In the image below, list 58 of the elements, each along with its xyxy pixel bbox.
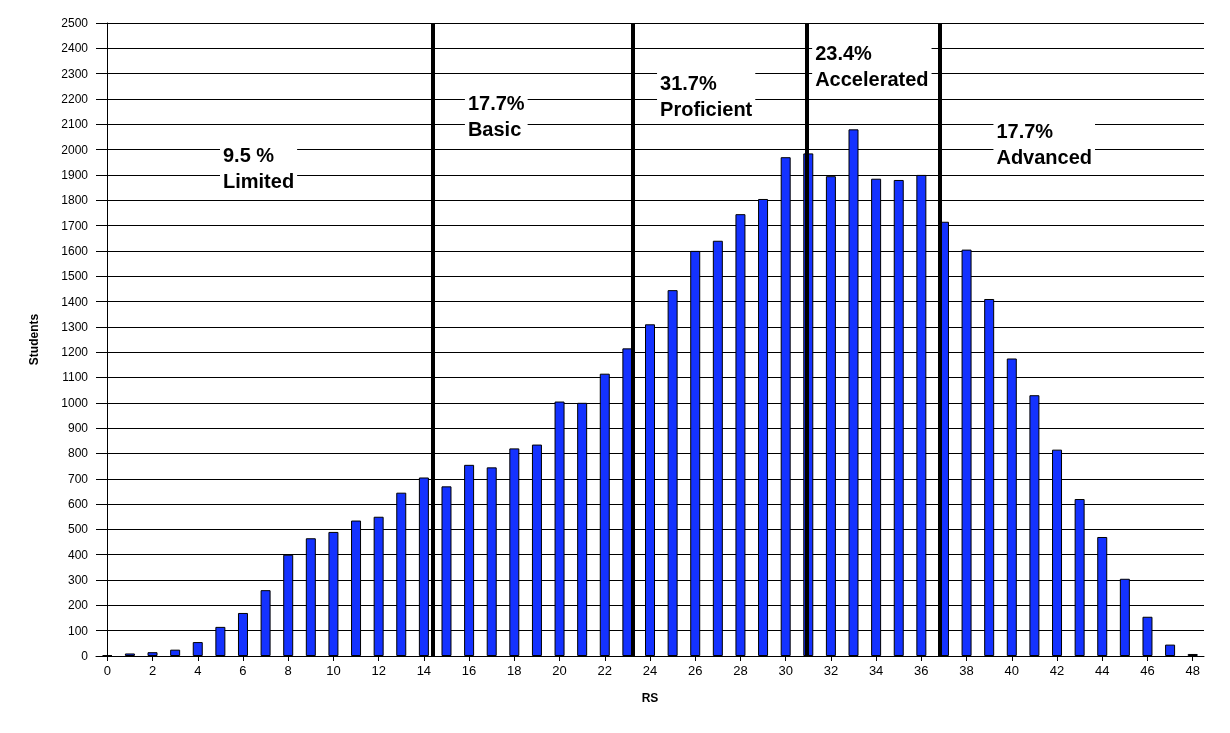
y-tick-label: 100 xyxy=(67,623,89,638)
x-tick-label: 16 xyxy=(461,663,477,678)
annotation: 31.7% Proficient xyxy=(660,72,753,120)
x-tick-label: 18 xyxy=(507,663,522,678)
x-tick-label: 42 xyxy=(1049,663,1065,678)
annotation: 9.5 % Limited xyxy=(223,144,295,192)
y-tick-label: 1400 xyxy=(61,294,89,309)
y-tick-label: 2000 xyxy=(61,142,89,157)
y-tick-label: 400 xyxy=(67,547,89,562)
x-tick-label: 40 xyxy=(1004,663,1020,678)
x-tick-label: 26 xyxy=(687,663,703,678)
x-tick-label: 46 xyxy=(1140,663,1155,678)
y-tick-label: 1200 xyxy=(61,345,89,360)
x-tick-label: 24 xyxy=(642,663,658,678)
annotation: 17.7% Advanced xyxy=(996,120,1093,168)
x-tick-label: 28 xyxy=(733,663,748,678)
y-tick-label: 500 xyxy=(67,522,89,537)
y-tick-label: 2300 xyxy=(61,66,89,81)
y-tick-label: 1100 xyxy=(62,370,89,385)
y-tick-label: 1600 xyxy=(61,243,89,258)
x-tick-label: 36 xyxy=(914,663,929,678)
x-axis-title: RS xyxy=(641,691,659,705)
x-tick-label: 12 xyxy=(371,663,386,678)
x-tick-label: 4 xyxy=(194,663,202,678)
x-tick-label: 8 xyxy=(284,663,292,678)
x-tick-label: 2 xyxy=(148,663,157,678)
y-tick-label: 2400 xyxy=(61,41,89,56)
y-tick-label: 1800 xyxy=(61,193,89,208)
x-tick-label: 0 xyxy=(103,663,111,678)
y-tick-label: 300 xyxy=(67,573,89,588)
y-axis-title: Students xyxy=(27,313,41,366)
annotation: 23.4% Accelerated xyxy=(815,42,929,90)
x-tick-label: 10 xyxy=(326,663,341,678)
y-tick-label: 2100 xyxy=(61,117,89,132)
y-tick-label: 700 xyxy=(67,471,89,486)
y-tick-label: 1500 xyxy=(61,269,89,284)
y-tick-label: 2500 xyxy=(61,16,89,30)
y-tick-label: 1900 xyxy=(61,167,89,182)
annotation: 17.7% Basic xyxy=(467,92,525,140)
x-tick-label: 38 xyxy=(959,663,974,678)
y-tick-label: 200 xyxy=(67,598,89,613)
y-tick-label: 800 xyxy=(67,446,89,461)
y-tick-label: 0 xyxy=(81,649,89,663)
x-tick-label: 20 xyxy=(552,663,567,678)
y-tick-label: 600 xyxy=(67,497,89,512)
y-tick-label: 1700 xyxy=(61,218,89,233)
y-tick-label: 900 xyxy=(67,421,89,436)
x-tick-label: 44 xyxy=(1095,663,1110,678)
y-tick-label: 1000 xyxy=(61,395,89,410)
x-tick-label: 22 xyxy=(597,663,613,678)
x-tick-label: 48 xyxy=(1185,663,1200,678)
x-tick-label: 30 xyxy=(778,663,793,678)
x-tick-label: 6 xyxy=(239,663,247,678)
x-tick-label: 14 xyxy=(416,663,432,678)
y-tick-label: 1300 xyxy=(61,319,89,334)
x-tick-label: 34 xyxy=(868,663,884,678)
x-tick-label: 32 xyxy=(823,663,839,678)
y-tick-label: 2200 xyxy=(61,91,89,106)
